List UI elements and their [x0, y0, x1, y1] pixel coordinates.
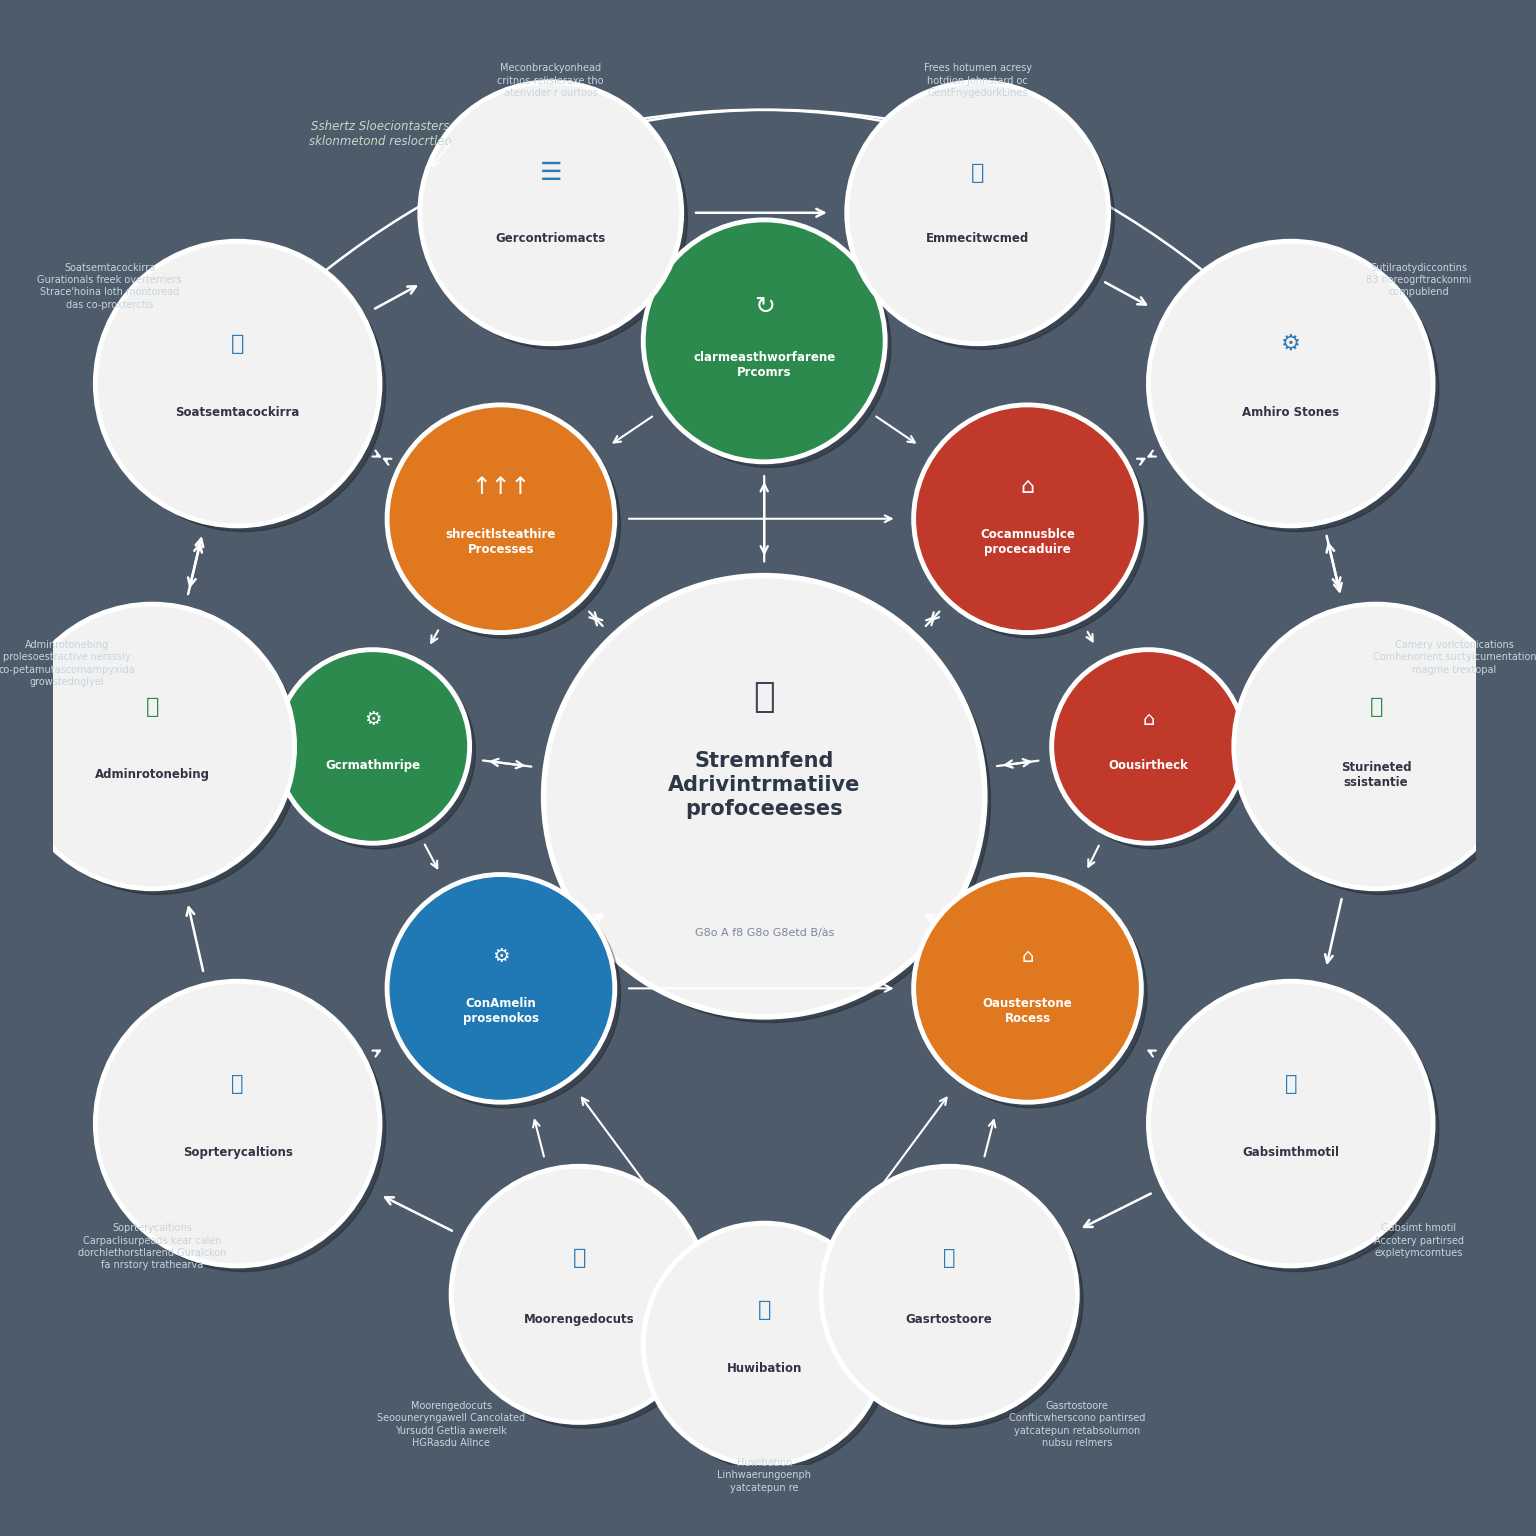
Circle shape [644, 220, 885, 462]
Circle shape [914, 406, 1141, 633]
Circle shape [1052, 650, 1246, 843]
Circle shape [281, 656, 475, 849]
Text: ⌂: ⌂ [1021, 948, 1034, 966]
Circle shape [95, 241, 379, 525]
Text: Stremnfend
Adrivintrmatiive
profoceeeses: Stremnfend Adrivintrmatiive profoceeeses [668, 751, 860, 819]
Text: Soatsemtacockirra
Gurationals freek overterriers
Strace'hoina loth montoread
das: Soatsemtacockirra Gurationals freek over… [37, 263, 181, 310]
Text: Meconbrackyonhead
critnos-relisleraxe tho
atenvider r ourtoos: Meconbrackyonhead critnos-relisleraxe th… [498, 63, 604, 98]
Text: Soatsemtacockirra: Soatsemtacockirra [175, 406, 300, 418]
Circle shape [822, 1166, 1077, 1422]
Circle shape [550, 581, 991, 1023]
Circle shape [1233, 604, 1519, 889]
Circle shape [648, 1229, 891, 1471]
Text: Amhiro Stones: Amhiro Stones [1243, 406, 1339, 418]
Circle shape [9, 604, 295, 889]
Text: Gasrtostoore: Gasrtostoore [906, 1313, 992, 1327]
Text: Moorengedocuts: Moorengedocuts [524, 1313, 634, 1327]
Text: ⚙: ⚙ [364, 710, 381, 730]
Text: 🏠: 🏠 [757, 1301, 771, 1321]
Text: ☰: ☰ [539, 161, 562, 186]
Circle shape [15, 610, 300, 894]
Text: Soprterycaltions: Soprterycaltions [183, 1146, 292, 1158]
Circle shape [387, 406, 614, 633]
Circle shape [826, 1172, 1083, 1428]
Text: Adminrotonebing: Adminrotonebing [95, 768, 210, 782]
Circle shape [393, 410, 621, 639]
Circle shape [1149, 241, 1433, 525]
Circle shape [387, 874, 614, 1103]
Text: Oousirtheck: Oousirtheck [1109, 759, 1189, 773]
Circle shape [1149, 982, 1433, 1266]
Text: Soprterycaltions
Carpaclisurpeads kear calen
dorchlethorstlarend Guralckon
fa nr: Soprterycaltions Carpaclisurpeads kear c… [78, 1223, 226, 1270]
Text: 🛡: 🛡 [230, 333, 244, 353]
Text: 👤: 👤 [573, 1249, 585, 1269]
Text: ⌂: ⌂ [1143, 710, 1155, 730]
Circle shape [452, 1166, 707, 1422]
Text: ConAmelin
prosenokos: ConAmelin prosenokos [462, 997, 539, 1025]
Text: 🐦: 🐦 [971, 163, 985, 183]
Circle shape [456, 1172, 713, 1428]
Circle shape [914, 874, 1141, 1103]
Circle shape [425, 88, 687, 349]
Text: Gercontriomacts: Gercontriomacts [496, 232, 605, 246]
Circle shape [920, 410, 1147, 639]
Circle shape [644, 1223, 885, 1465]
Text: Gabsimt hmotil
Accotery partirsed
expletymcorntues: Gabsimt hmotil Accotery partirsed explet… [1373, 1223, 1464, 1258]
Text: 🛡: 🛡 [1284, 1074, 1296, 1094]
Text: Gabsimthmotil: Gabsimthmotil [1243, 1146, 1339, 1158]
Circle shape [1154, 988, 1439, 1272]
Text: 📋: 📋 [146, 697, 158, 717]
Text: ⚙: ⚙ [1281, 333, 1301, 353]
Text: Emmecitwcmed: Emmecitwcmed [926, 232, 1029, 246]
Circle shape [920, 880, 1147, 1107]
Text: Sutilraotydiccontins
83 horeogrftrackonmi
compublend: Sutilraotydiccontins 83 horeogrftrackonm… [1366, 263, 1471, 298]
Text: 💳: 💳 [232, 1074, 244, 1094]
Circle shape [419, 81, 682, 344]
Text: Huwibation
Linhwaerungoenph
yatcatepun re: Huwibation Linhwaerungoenph yatcatepun r… [717, 1458, 811, 1493]
Circle shape [101, 988, 386, 1272]
Text: ⚙: ⚙ [492, 948, 510, 966]
Circle shape [393, 880, 621, 1107]
Text: shrecitlsteathire
Processes: shrecitlsteathire Processes [445, 527, 556, 556]
Text: 🏠: 🏠 [1370, 697, 1382, 717]
Circle shape [544, 576, 985, 1017]
Text: Cocamnusblce
procecaduire: Cocamnusblce procecaduire [980, 527, 1075, 556]
Text: Frees hotumen acresy
hotdion Johnstard oc
GentFnygedorkLines: Frees hotumen acresy hotdion Johnstard o… [923, 63, 1032, 98]
Circle shape [846, 81, 1109, 344]
Circle shape [852, 88, 1114, 349]
Circle shape [1154, 247, 1439, 531]
Text: Gcrmathmripe: Gcrmathmripe [326, 759, 421, 773]
Text: Sturineted
ssistantie: Sturineted ssistantie [1341, 760, 1412, 790]
Text: 💰: 💰 [943, 1249, 955, 1269]
Text: Moorengedocuts
Seoouneryngawell Cancolated
Yursudd Getlia awerelk
HGRasdu Allnce: Moorengedocuts Seoouneryngawell Cancolat… [376, 1401, 525, 1448]
Circle shape [276, 650, 470, 843]
Text: ⌂: ⌂ [1020, 476, 1035, 496]
Text: Adminrotonebing
prolesoestractive nersssly
co-petamutascomampyxida
growstednglye: Adminrotonebing prolesoestractive nersss… [0, 639, 135, 687]
Text: Gasrtostoore
Confticwherscono pantirsed
yatcatepun retabsolumon
nubsu relmers: Gasrtostoore Confticwherscono pantirsed … [1009, 1401, 1146, 1448]
Text: Oausterstone
Rocess: Oausterstone Rocess [983, 997, 1072, 1025]
Text: Sshertz Sloeciontasters
sklonmetond reslocrtleo: Sshertz Sloeciontasters sklonmetond resl… [309, 120, 452, 149]
Text: ↑↑↑: ↑↑↑ [472, 475, 530, 499]
Text: Huwibation: Huwibation [727, 1362, 802, 1375]
Circle shape [1057, 656, 1250, 849]
Text: ↻: ↻ [754, 295, 774, 319]
Circle shape [101, 247, 386, 531]
Text: 🏛: 🏛 [753, 680, 776, 714]
Text: clarmeasthworfarene
Prcomrs: clarmeasthworfarene Prcomrs [693, 352, 836, 379]
Text: Camery vorictonications
Comhenorient suctyicumentation
magme trextopal: Camery vorictonications Comhenorient suc… [1373, 639, 1536, 674]
Circle shape [95, 982, 379, 1266]
Circle shape [1240, 610, 1524, 894]
Circle shape [648, 226, 891, 467]
Text: G8o A f8 G8o G8etd B/às: G8o A f8 G8o G8etd B/às [694, 928, 834, 938]
